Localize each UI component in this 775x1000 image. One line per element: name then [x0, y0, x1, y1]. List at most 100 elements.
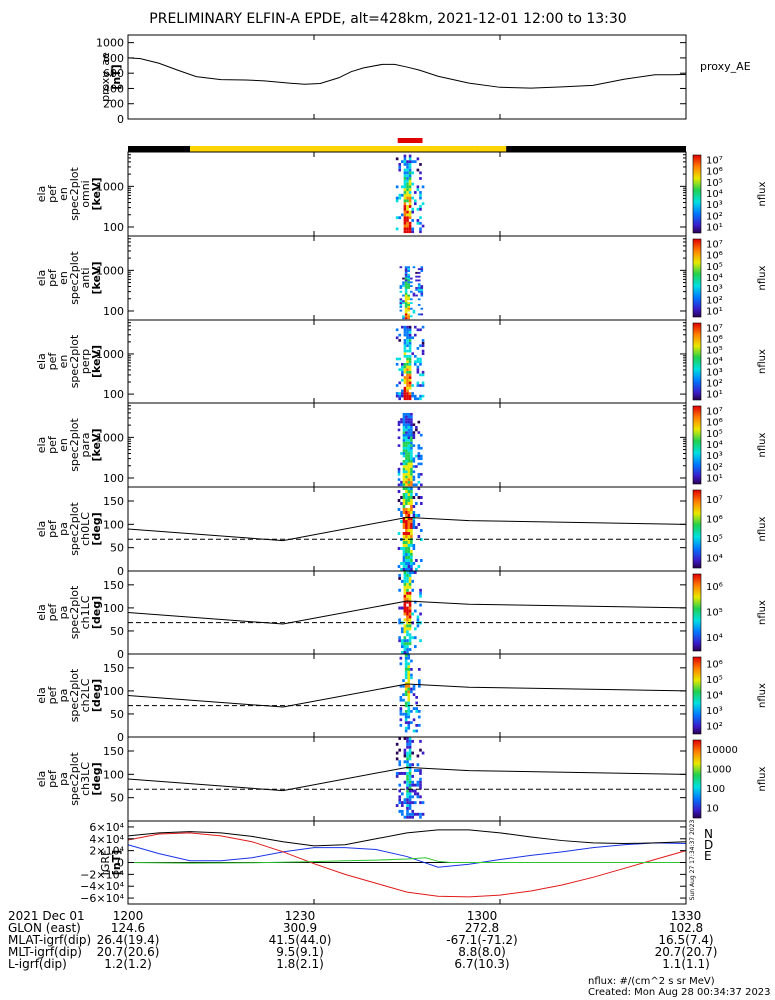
heat-cell [410, 420, 413, 424]
y-tick-label: 100 [103, 388, 124, 401]
heat-cell [413, 360, 417, 363]
heat-cell [404, 287, 408, 289]
heat-cell [416, 624, 420, 628]
heat-cell [403, 798, 407, 802]
y-axis-label-line: en [57, 355, 70, 369]
heat-cell [404, 313, 408, 316]
heat-cell [407, 298, 411, 301]
heat-cell [407, 514, 411, 517]
heat-cell [399, 684, 403, 688]
panel-content-ch0 [127, 487, 687, 571]
heat-cell [403, 362, 407, 366]
heat-cell [404, 729, 408, 733]
heat-cell [407, 423, 411, 427]
heat-cell [406, 737, 409, 740]
heat-cell [404, 298, 408, 301]
heat-cell [408, 331, 412, 334]
heat-cell [419, 780, 422, 784]
heat-cell [404, 704, 408, 708]
heat-cell [415, 729, 418, 733]
y-tick-label: 0 [117, 648, 124, 661]
plot-title: PRELIMINARY ELFIN-A EPDE, alt=428km, 202… [149, 11, 626, 27]
y-tick-label: 50 [110, 792, 124, 805]
panel-ch0: 10⁴ 10⁵ 10⁶ 10⁷ nflux 0 50 100 150 elapefpaspec2p… [35, 486, 768, 578]
heat-cell [402, 439, 406, 442]
heat-cell [406, 597, 409, 601]
heat-cell [406, 221, 409, 225]
heat-cell [407, 715, 411, 719]
heat-cell [404, 676, 408, 680]
heat-cell [406, 227, 409, 231]
y-tick-label: 150 [103, 495, 124, 508]
heat-cell [407, 723, 411, 727]
heat-cell [407, 279, 411, 282]
heat-cell [416, 157, 420, 161]
heat-cell [398, 381, 402, 385]
footer-cell: 124.6 [110, 921, 146, 935]
panels: proxy_AE02004006008001000proxy_ae[nT]10¹… [35, 34, 768, 905]
heat-cell [403, 624, 407, 628]
heat-cell [399, 718, 403, 722]
heat-cell [411, 336, 414, 340]
heat-cell [412, 526, 416, 529]
heat-cell [407, 420, 411, 424]
y-axis-label-line: spec2plot [68, 251, 81, 305]
heat-cell [406, 191, 409, 194]
heat-cell [408, 639, 412, 643]
heat-cell [410, 302, 413, 305]
heat-cell [419, 777, 422, 781]
heat-cell [404, 693, 408, 696]
heat-cell [402, 698, 405, 702]
heat-cell [406, 365, 409, 369]
y-axis-unit: [keV] [90, 428, 103, 461]
heat-cell [403, 216, 407, 220]
series-line-E [127, 857, 686, 864]
heat-cell [410, 433, 413, 437]
heat-cell [411, 227, 414, 231]
heat-cell [417, 446, 421, 450]
heat-cell [398, 588, 401, 592]
heat-cell [408, 213, 412, 217]
heat-cell [421, 801, 425, 805]
heat-cell [403, 576, 407, 580]
y-tick-label: 150 [103, 662, 124, 675]
heat-cell [408, 368, 412, 371]
footer-cell: 1300 [466, 909, 498, 923]
heat-cell [405, 483, 408, 487]
heat-cell [406, 179, 409, 183]
heat-cell [419, 221, 422, 225]
heat-cell [403, 392, 407, 395]
heat-cell [403, 645, 407, 649]
heat-cell [410, 459, 413, 463]
heat-cell [407, 277, 411, 280]
heat-cell [410, 462, 413, 466]
heat-cell [406, 798, 409, 802]
heat-cell [420, 538, 423, 541]
heat-cell [401, 370, 404, 374]
heat-cell [402, 281, 405, 284]
heat-cell [395, 185, 399, 189]
heat-cell [407, 283, 411, 286]
heat-cell [415, 279, 418, 282]
heat-cell [407, 544, 411, 547]
heat-cell [410, 493, 413, 496]
heat-cell [403, 179, 407, 183]
y-tick-label: 50 [110, 625, 124, 638]
heat-cell [412, 478, 416, 481]
heat-cell [414, 645, 417, 649]
y-axis-label-line: perp [79, 349, 92, 374]
series-line-total [127, 829, 687, 847]
heat-cell [407, 480, 411, 484]
y-tick-label: 6×10⁴ [89, 821, 124, 834]
heat-cell [420, 285, 424, 288]
heat-cell [407, 431, 411, 434]
y-tick-label: 200 [103, 98, 124, 111]
heat-cell [415, 707, 418, 710]
heat-cell [395, 774, 399, 778]
heat-cell [407, 508, 411, 511]
heat-cell [407, 662, 411, 666]
heat-cell [404, 271, 408, 274]
heat-cell [404, 292, 408, 295]
heat-cell [401, 378, 404, 382]
